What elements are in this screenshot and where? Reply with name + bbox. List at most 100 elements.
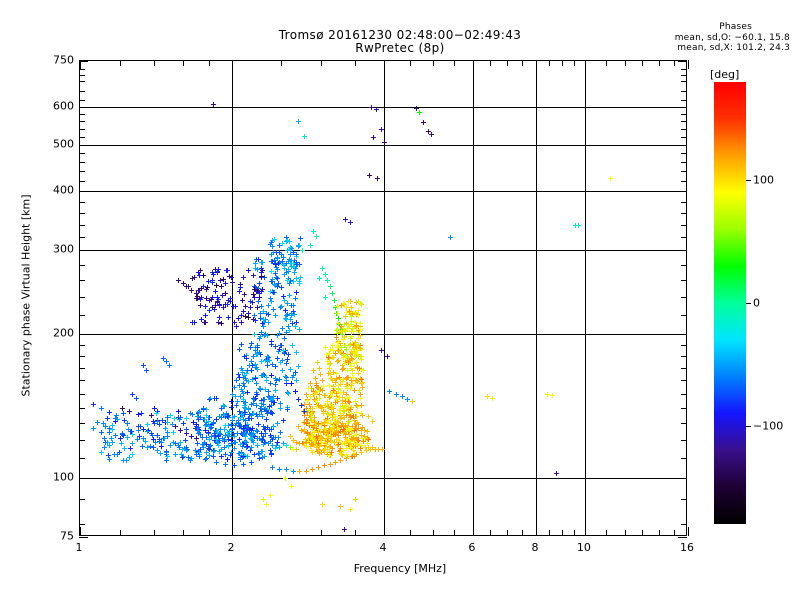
y-axis-tick-label: 750 xyxy=(53,53,74,67)
data-point xyxy=(273,443,279,449)
data-point xyxy=(234,324,240,330)
data-point xyxy=(198,267,204,273)
data-point xyxy=(209,421,215,427)
data-point xyxy=(338,451,344,457)
x-axis-tick xyxy=(410,530,411,536)
data-point xyxy=(352,387,358,393)
data-point xyxy=(255,413,261,419)
data-point xyxy=(343,428,349,434)
y-axis-tick xyxy=(681,524,687,525)
data-point xyxy=(295,424,301,430)
data-point xyxy=(326,436,332,442)
data-point xyxy=(327,284,333,290)
data-point xyxy=(259,454,265,460)
data-point xyxy=(352,497,358,503)
data-point xyxy=(329,412,335,418)
data-point xyxy=(269,238,275,244)
data-point xyxy=(216,431,222,437)
data-point xyxy=(324,399,330,405)
data-point xyxy=(289,310,295,316)
data-point xyxy=(258,288,264,294)
data-point xyxy=(235,431,241,437)
data-point xyxy=(341,423,347,429)
y-axis-tick xyxy=(678,107,687,108)
data-point xyxy=(287,317,293,323)
data-point xyxy=(319,378,325,384)
data-point xyxy=(140,426,146,432)
data-point xyxy=(332,426,338,432)
data-point xyxy=(290,437,296,443)
x-axis-tick xyxy=(536,60,537,69)
data-point xyxy=(338,347,344,353)
data-point xyxy=(199,294,205,300)
x-axis-tick-label: 10 xyxy=(576,541,591,554)
data-point xyxy=(322,447,328,453)
y-axis-tick xyxy=(79,458,85,459)
data-point xyxy=(292,296,298,302)
data-point xyxy=(290,309,296,315)
data-point xyxy=(245,444,251,450)
data-point xyxy=(417,110,423,116)
x-axis-tick-label: 8 xyxy=(531,541,539,554)
data-point xyxy=(329,433,335,439)
data-point xyxy=(285,237,291,243)
y-axis-tick xyxy=(681,394,687,395)
data-point xyxy=(153,440,159,446)
data-point xyxy=(353,451,359,457)
data-point xyxy=(335,439,341,445)
data-point xyxy=(259,400,265,406)
data-point xyxy=(239,431,245,437)
data-point xyxy=(261,397,267,403)
data-point xyxy=(337,428,343,434)
data-point xyxy=(359,413,365,419)
data-point xyxy=(130,451,136,457)
data-point xyxy=(222,427,228,433)
data-point xyxy=(249,363,255,369)
data-point xyxy=(352,361,358,367)
data-point xyxy=(110,423,116,429)
data-point xyxy=(302,408,308,414)
data-point xyxy=(268,278,274,284)
data-point xyxy=(344,446,350,452)
data-point xyxy=(354,404,360,410)
data-point xyxy=(333,414,339,420)
data-point xyxy=(215,267,221,273)
data-point xyxy=(224,430,230,436)
x-axis-tick xyxy=(281,530,282,536)
data-point xyxy=(129,428,135,434)
data-point xyxy=(379,126,385,132)
data-point xyxy=(120,432,126,438)
data-point xyxy=(257,452,263,458)
data-point xyxy=(119,405,125,411)
data-point xyxy=(232,439,238,445)
data-point xyxy=(189,287,195,293)
data-point xyxy=(248,432,254,438)
data-point xyxy=(239,451,245,457)
data-point xyxy=(176,443,182,449)
data-point xyxy=(218,446,224,452)
data-point xyxy=(243,378,249,384)
x-axis-tick xyxy=(433,530,434,536)
data-point xyxy=(258,449,264,455)
data-point xyxy=(347,506,353,512)
y-axis-tick xyxy=(79,91,85,92)
data-point xyxy=(269,403,275,409)
data-point xyxy=(102,445,108,451)
y-axis-tick xyxy=(79,100,85,101)
data-point xyxy=(333,421,339,427)
data-point xyxy=(258,437,264,443)
data-point xyxy=(313,401,319,407)
data-point xyxy=(344,304,350,310)
data-point xyxy=(309,437,315,443)
y-axis-tick xyxy=(79,225,85,226)
x-axis-tick xyxy=(433,60,434,66)
data-point xyxy=(330,390,336,396)
data-point xyxy=(327,383,333,389)
data-point xyxy=(345,443,351,449)
data-point xyxy=(254,403,260,409)
data-point xyxy=(293,324,299,330)
data-point xyxy=(331,369,337,375)
data-point xyxy=(110,427,116,433)
data-point xyxy=(237,281,243,287)
data-point xyxy=(339,332,345,338)
